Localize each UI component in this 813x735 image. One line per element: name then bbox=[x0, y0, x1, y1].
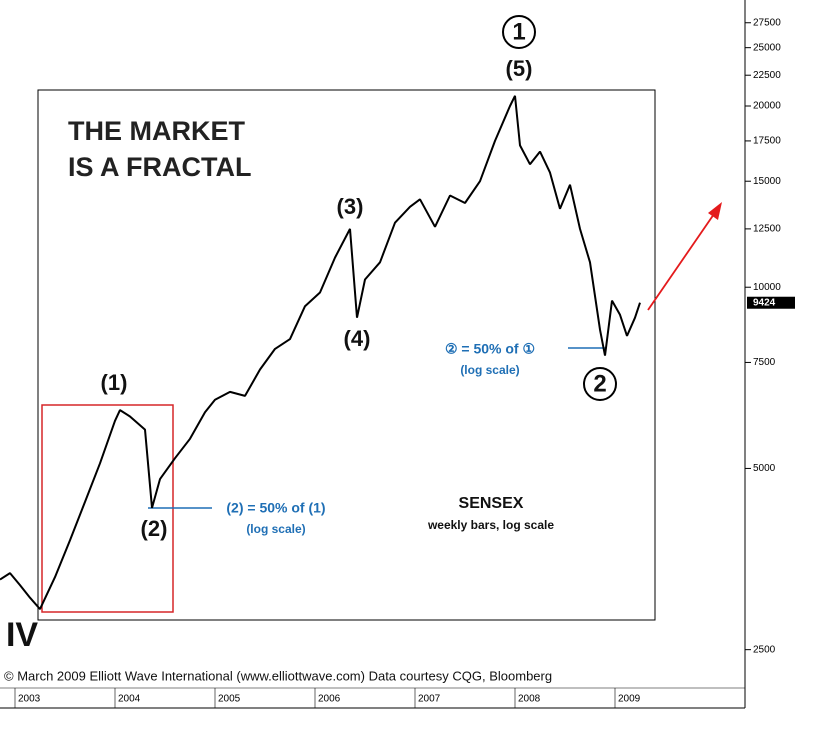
wave-label: (1) bbox=[101, 370, 128, 395]
x-tick-label: 2003 bbox=[18, 694, 41, 705]
x-tick-label: 2004 bbox=[118, 694, 141, 705]
y-tick-label: 25000 bbox=[753, 42, 781, 53]
series-label: SENSEX bbox=[459, 495, 524, 512]
y-tick-label: 10000 bbox=[753, 282, 781, 293]
x-tick-label: 2007 bbox=[418, 694, 441, 705]
circle bbox=[502, 15, 536, 49]
inner-frame bbox=[37, 89, 656, 621]
arrow bbox=[647, 213, 715, 311]
note: ② = 50% of ① bbox=[445, 341, 535, 357]
note: (log scale) bbox=[460, 363, 519, 377]
last-value-box bbox=[747, 296, 795, 309]
credit: © March 2009 Elliott Wave International … bbox=[4, 668, 552, 683]
y-tick-label: 5000 bbox=[753, 463, 776, 474]
x-tick-label: 2006 bbox=[318, 694, 341, 705]
wave-label: (4) bbox=[344, 326, 371, 351]
wave-label: (3) bbox=[337, 194, 364, 219]
x-tick-label: 2008 bbox=[518, 694, 541, 705]
x-tick-label: 2009 bbox=[618, 694, 641, 705]
circle bbox=[583, 367, 617, 401]
note: (log scale) bbox=[246, 522, 305, 536]
y-tick-label: 22500 bbox=[753, 70, 781, 81]
series-sublabel: weekly bars, log scale bbox=[427, 518, 554, 532]
y-tick-label: 27500 bbox=[753, 17, 781, 28]
price-line bbox=[0, 95, 641, 610]
chart-title: THE MARKET bbox=[68, 116, 245, 146]
wave-label: (5) bbox=[506, 56, 533, 81]
arrow-head bbox=[708, 202, 722, 220]
y-tick-label: 17500 bbox=[753, 136, 781, 147]
wave-label: IV bbox=[6, 616, 38, 654]
y-tick-label: 15000 bbox=[753, 176, 781, 187]
x-tick-label: 2005 bbox=[218, 694, 241, 705]
last-value-label: 9424 bbox=[753, 297, 776, 308]
chart-title: IS A FRACTAL bbox=[68, 152, 251, 182]
y-tick-label: 20000 bbox=[753, 101, 781, 112]
y-tick-label: 12500 bbox=[753, 224, 781, 235]
y-tick-label: 7500 bbox=[753, 357, 776, 368]
wave-label: 1 bbox=[512, 18, 525, 45]
note: (2) = 50% of (1) bbox=[226, 500, 325, 516]
wave-label: (2) bbox=[141, 516, 168, 541]
wave-label: 2 bbox=[593, 370, 606, 397]
y-tick-label: 2500 bbox=[753, 644, 776, 655]
